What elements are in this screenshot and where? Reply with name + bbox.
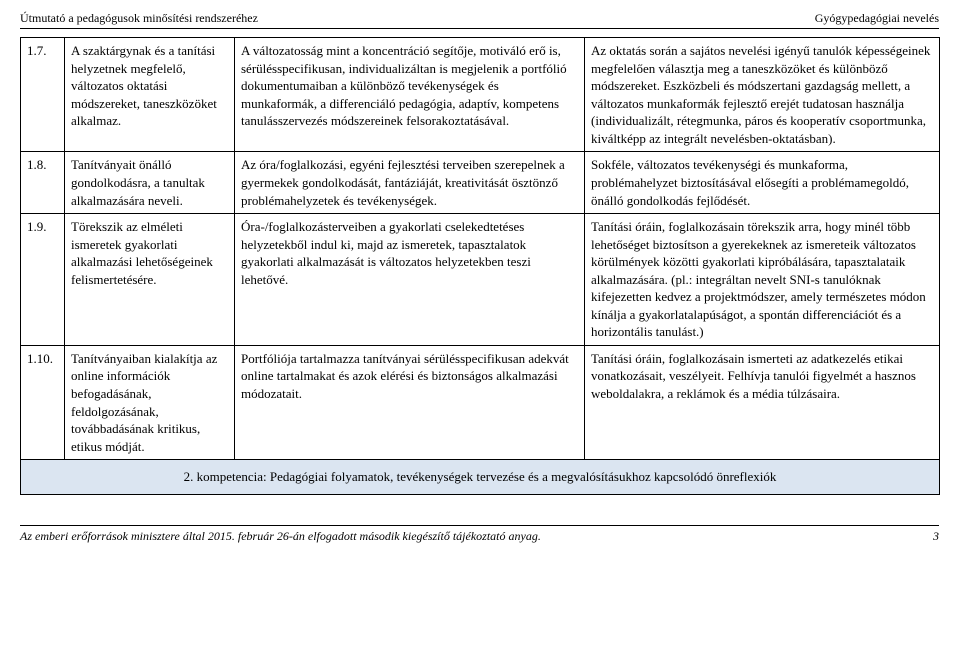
row-col2: Törekszik az elméleti ismeretek gyakorla… (65, 214, 235, 346)
row-number: 1.10. (21, 345, 65, 459)
row-col4: Az oktatás során a sajátos nevelési igén… (585, 38, 940, 152)
row-col3: Portfóliója tartalmazza tanítványai sérü… (235, 345, 585, 459)
table-row: 1.10. Tanítványaiban kialakítja az onlin… (21, 345, 940, 459)
content-table: 1.7. A szaktárgynak és a tanítási helyze… (20, 37, 940, 495)
row-number: 1.7. (21, 38, 65, 152)
row-number: 1.8. (21, 152, 65, 214)
header-right: Gyógypedagógiai nevelés (815, 10, 939, 26)
competence-text: 2. kompetencia: Pedagógiai folyamatok, t… (21, 460, 940, 495)
page-footer: Az emberi erőforrások minisztere által 2… (20, 525, 939, 544)
row-col3: Az óra/foglalkozási, egyéni fejlesztési … (235, 152, 585, 214)
row-col2: Tanítványait önálló gondolkodásra, a tan… (65, 152, 235, 214)
row-col4: Tanítási óráin, foglalkozásain ismerteti… (585, 345, 940, 459)
row-col2: Tanítványaiban kialakítja az online info… (65, 345, 235, 459)
row-col4: Tanítási óráin, foglalkozásain törekszik… (585, 214, 940, 346)
competence-row: 2. kompetencia: Pedagógiai folyamatok, t… (21, 460, 940, 495)
table-row: 1.9. Törekszik az elméleti ismeretek gya… (21, 214, 940, 346)
table-row: 1.7. A szaktárgynak és a tanítási helyze… (21, 38, 940, 152)
row-col2: A szaktárgynak és a tanítási helyzetnek … (65, 38, 235, 152)
table-row: 1.8. Tanítványait önálló gondolkodásra, … (21, 152, 940, 214)
row-col3: A változatosság mint a koncentráció segí… (235, 38, 585, 152)
footer-left: Az emberi erőforrások minisztere által 2… (20, 528, 541, 544)
row-col4: Sokféle, változatos tevékenységi és munk… (585, 152, 940, 214)
page-header: Útmutató a pedagógusok minősítési rendsz… (20, 10, 939, 29)
row-number: 1.9. (21, 214, 65, 346)
page-number: 3 (933, 528, 939, 544)
header-left: Útmutató a pedagógusok minősítési rendsz… (20, 10, 258, 26)
row-col3: Óra-/foglalkozásterveiben a gyakorlati c… (235, 214, 585, 346)
